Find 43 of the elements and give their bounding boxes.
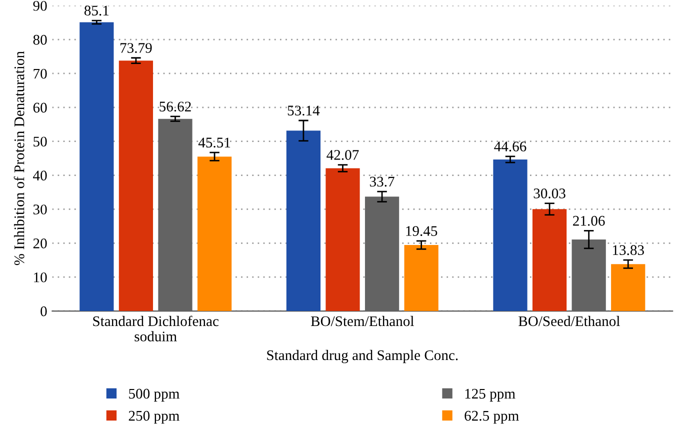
bar (326, 168, 360, 312)
y-tick-label: 50 (34, 136, 47, 147)
bar (493, 159, 528, 312)
y-tick-label: 70 (34, 68, 47, 79)
y-tick-label: 80 (33, 34, 47, 45)
data-label: 21.06 (573, 216, 605, 226)
bar (158, 118, 192, 312)
data-label: 42.07 (326, 150, 359, 160)
data-label: 45.51 (198, 138, 230, 148)
y-tick-label: 10 (34, 272, 47, 282)
y-tick-label: 20 (33, 238, 47, 248)
data-label: 53.14 (288, 106, 320, 116)
data-label: 44.66 (494, 142, 526, 152)
bar (364, 196, 400, 312)
data-label: 85.1 (84, 6, 109, 16)
x-axis-title: Standard drug and Sample Conc. (267, 350, 458, 364)
bar (532, 209, 567, 312)
y-tick-label: 60 (33, 102, 47, 113)
bar (118, 60, 154, 312)
bar (404, 245, 438, 312)
legend-label: 62.5 ppm (464, 410, 519, 424)
data-label: 30.03 (534, 188, 566, 198)
bar (197, 156, 232, 312)
data-label: 19.45 (406, 226, 438, 236)
data-label: 73.79 (120, 43, 152, 53)
data-label: 13.83 (612, 245, 644, 256)
bar (286, 130, 321, 312)
legend-label: 500 ppm (129, 388, 180, 402)
y-tick-label: 90 (33, 0, 47, 11)
data-label: 33.7 (370, 176, 394, 187)
legend-label: 250 ppm (128, 410, 180, 424)
bar (80, 22, 114, 312)
data-label: 56.62 (160, 102, 191, 112)
x-tick-label: BO/Seed/Ethanol (518, 316, 620, 326)
x-tick-label: BO/Stem/Ethanol (310, 316, 414, 326)
y-axis-title: % Inhibition of Protein Denaturation (14, 51, 24, 266)
legend-label: 125 ppm (465, 388, 516, 402)
y-tick-label: 30 (33, 204, 47, 214)
bar (572, 240, 606, 312)
bar (611, 264, 646, 312)
y-tick-label: 40 (33, 170, 47, 180)
x-tick-label: Standard Dichlofenac soduim (93, 316, 219, 342)
y-tick-label: 0 (40, 306, 47, 316)
